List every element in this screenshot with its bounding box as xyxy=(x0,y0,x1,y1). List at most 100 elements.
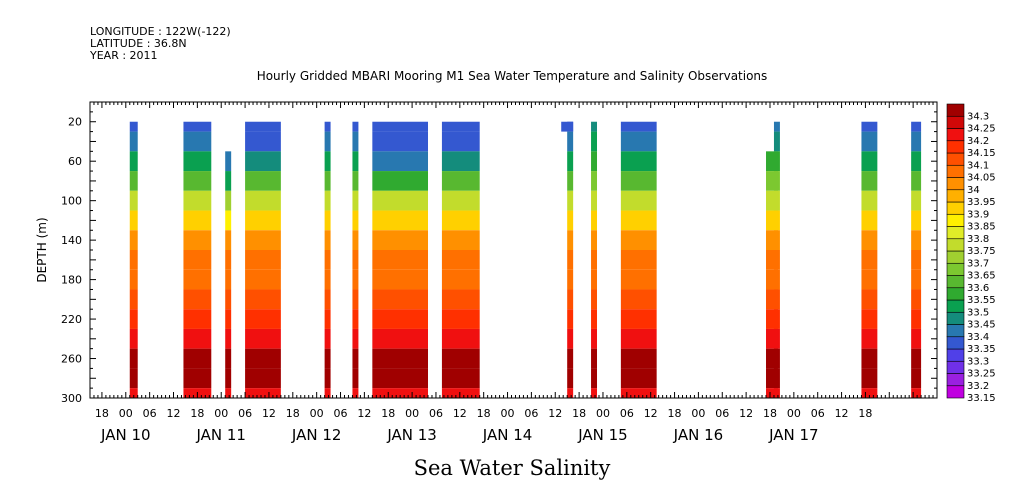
heatmap-cell xyxy=(225,368,232,389)
heatmap-cell xyxy=(183,190,212,211)
heatmap-cell xyxy=(372,210,429,231)
heatmap-cell xyxy=(129,230,138,250)
heatmap-cell xyxy=(441,328,480,349)
heatmap-cell xyxy=(324,151,331,172)
heatmap-cell xyxy=(591,171,598,191)
heatmap-cell xyxy=(225,309,232,329)
heatmap-cell xyxy=(766,309,778,329)
axis-ticks: 18 00 06 12 18 00 06 12 18 00 06 12 18 00 06 12 18 00 06 12… xyxy=(61,101,938,444)
heatmap-cell xyxy=(591,289,598,310)
heatmap-cell xyxy=(911,210,922,231)
heatmap-cell xyxy=(372,131,429,152)
heatmap-cell xyxy=(245,210,281,231)
heatmap-cell xyxy=(441,121,480,132)
x-hour-tick-label: 06 xyxy=(334,407,348,420)
x-hour-tick-label: 18 xyxy=(381,407,395,420)
y-tick-label: 300 xyxy=(61,392,82,405)
heatmap-cell xyxy=(861,368,878,389)
y-tick-label: 220 xyxy=(61,313,82,326)
colorbar-swatch xyxy=(946,103,965,117)
heatmap-cell xyxy=(441,171,480,191)
colorbar-label: 33.75 xyxy=(967,246,996,257)
heatmap-cell xyxy=(441,131,480,152)
heatmap-cell xyxy=(766,171,778,191)
heatmap-cell xyxy=(372,121,429,132)
colorbar-label: 33.7 xyxy=(967,258,989,269)
heatmap-cell xyxy=(129,309,138,329)
colorbar-label: 34.2 xyxy=(967,136,989,147)
y-tick-label: 180 xyxy=(61,274,82,287)
heatmap-cell xyxy=(245,190,281,211)
heatmap-cell xyxy=(352,269,359,290)
heatmap-cell xyxy=(567,230,574,250)
x-hour-tick-label: 06 xyxy=(429,407,443,420)
heatmap-cell xyxy=(245,269,281,290)
heatmap-cell xyxy=(591,190,598,211)
heatmap-cell xyxy=(567,269,574,290)
heatmap-cell xyxy=(183,131,212,152)
heatmap-cell xyxy=(773,121,780,132)
heatmap-cell xyxy=(861,151,878,172)
heatmap-cell xyxy=(372,289,429,310)
x-hour-tick-label: 06 xyxy=(715,407,729,420)
heatmap-cell xyxy=(225,190,232,211)
colorbar-swatch xyxy=(946,189,965,203)
heatmap-cell xyxy=(773,210,780,231)
heatmap-cell xyxy=(567,121,574,132)
heatmap-cell xyxy=(324,269,331,290)
heatmap-cell xyxy=(766,190,778,211)
heatmap-cell xyxy=(225,171,232,191)
heatmap-cell xyxy=(591,131,598,152)
heatmap-cell xyxy=(911,289,922,310)
heatmap-cell xyxy=(129,368,138,389)
heatmap-cell xyxy=(183,289,212,310)
x-hour-tick-label: 18 xyxy=(763,407,777,420)
x-day-tick-label: JAN 17 xyxy=(768,426,819,444)
colorbar-label: 33.5 xyxy=(967,307,989,318)
colorbar-label: 33.25 xyxy=(967,369,996,380)
heatmap-cell xyxy=(245,230,281,250)
x-hour-tick-label: 12 xyxy=(453,407,467,420)
heatmap-cell xyxy=(245,328,281,349)
heatmap-cells xyxy=(129,121,922,398)
heatmap-cell xyxy=(911,171,922,191)
heatmap-cell xyxy=(183,269,212,290)
heatmap-cell xyxy=(372,328,429,349)
heatmap-cell xyxy=(620,250,657,270)
heatmap-cell xyxy=(773,348,780,369)
heatmap-cell xyxy=(861,328,878,349)
colorbar-label: 34 xyxy=(967,185,980,196)
heatmap-cell xyxy=(129,121,138,132)
heatmap-cell xyxy=(591,368,598,389)
heatmap-cell xyxy=(324,289,331,310)
heatmap-cell xyxy=(352,151,359,172)
heatmap-cell xyxy=(129,151,138,172)
heatmap-cell xyxy=(129,190,138,211)
heatmap-cell xyxy=(567,190,574,211)
x-hour-tick-label: 00 xyxy=(691,407,705,420)
x-hour-tick-label: 12 xyxy=(167,407,181,420)
colorbar-swatch xyxy=(946,213,965,227)
colorbar-swatch xyxy=(946,250,965,264)
heatmap-cell xyxy=(245,388,281,398)
colorbar-swatch xyxy=(946,324,965,338)
heatmap-cell xyxy=(773,190,780,211)
colorbar-swatch xyxy=(946,299,965,313)
heatmap-cell xyxy=(620,230,657,250)
heatmap-cell xyxy=(225,388,232,398)
heatmap-cell xyxy=(352,328,359,349)
heatmap-cell xyxy=(225,348,232,369)
x-hour-tick-label: 00 xyxy=(501,407,515,420)
x-hour-tick-label: 00 xyxy=(787,407,801,420)
heatmap-cell xyxy=(911,269,922,290)
x-hour-tick-label: 18 xyxy=(190,407,204,420)
heatmap-cell xyxy=(861,230,878,250)
heatmap-cell xyxy=(372,348,429,369)
heatmap-cell xyxy=(911,190,922,211)
heatmap-cell xyxy=(766,348,778,369)
heatmap-cell xyxy=(129,269,138,290)
heatmap-cell xyxy=(225,328,232,349)
heatmap-cell xyxy=(225,230,232,250)
heatmap-cell xyxy=(245,121,281,132)
